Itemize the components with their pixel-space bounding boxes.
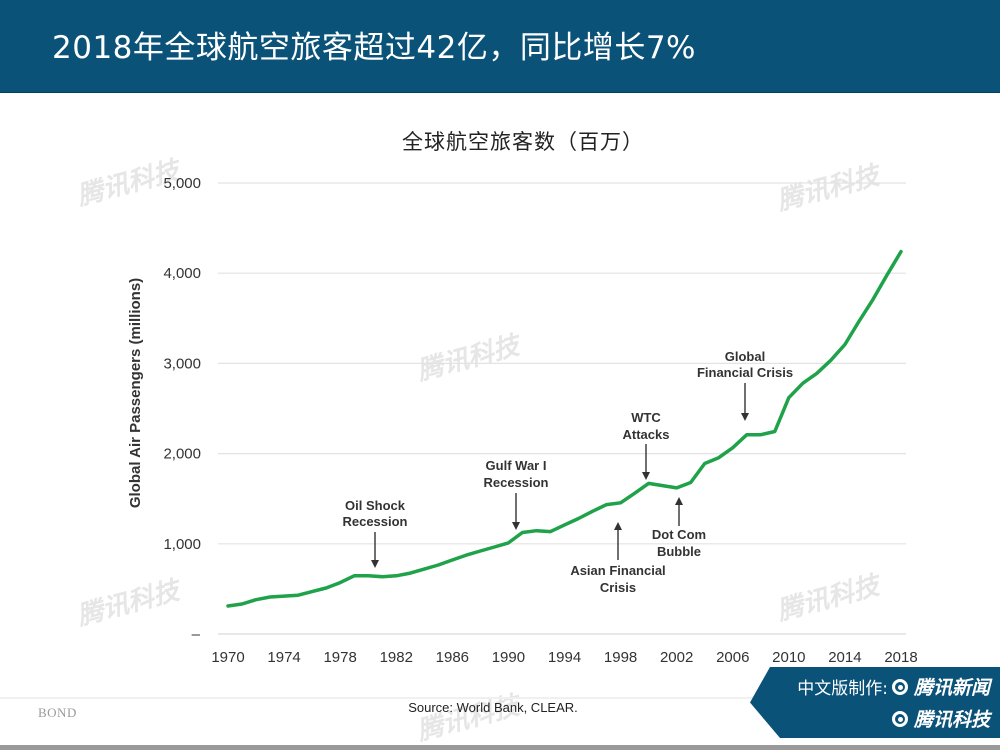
annotation-label: Bubble xyxy=(657,544,701,559)
gridlines xyxy=(218,182,906,635)
page-title: 2018年全球航空旅客超过42亿，同比增长7% xyxy=(52,30,697,66)
chart-title: 全球航空旅客数（百万） xyxy=(402,130,644,154)
annotation-label: Attacks xyxy=(623,427,670,442)
annotation-label: Global xyxy=(725,349,765,364)
source-note: Source: World Bank, CLEAR. xyxy=(408,700,578,715)
annotation-label: Asian Financial xyxy=(570,563,665,578)
x-tick-label: 2010 xyxy=(772,649,805,666)
annotation-label: WTC xyxy=(631,410,661,425)
credit-row-news: 中文版制作: 腾讯新闻 xyxy=(797,673,990,700)
footer-divider xyxy=(0,697,1000,699)
x-tick-label: 2014 xyxy=(828,649,861,666)
tencent-logo-icon xyxy=(891,710,908,727)
y-tick-label: 4,000 xyxy=(163,265,201,282)
brand-tencent-news: 腾讯新闻 xyxy=(913,677,990,699)
annotation-label: Crisis xyxy=(600,580,636,595)
annotation-label: Gulf War I xyxy=(486,458,547,473)
arrow-head-icon xyxy=(614,522,622,530)
watermark-text: 腾讯科技 xyxy=(773,159,886,216)
annotation-label: Dot Com xyxy=(652,527,706,542)
watermark-text: 腾讯科技 xyxy=(773,569,886,626)
annotation: Dot Com Bubble xyxy=(652,497,706,559)
arrow-head-icon xyxy=(675,497,683,505)
watermark-text: 腾讯科技 xyxy=(413,329,526,386)
bottom-border xyxy=(0,745,1000,750)
x-tick-label: 1998 xyxy=(604,649,637,666)
annotation-label: Recession xyxy=(342,514,407,529)
annotation: Asian Financial Crisis xyxy=(570,522,666,595)
x-tick-label: 2002 xyxy=(660,649,693,666)
x-tick-label: 1994 xyxy=(548,649,581,666)
x-tick-label: 1990 xyxy=(492,649,525,666)
annotation-label: Oil Shock xyxy=(345,498,406,513)
brand-tencent-tech: 腾讯科技 xyxy=(913,709,990,731)
x-tick-label: 1974 xyxy=(267,649,300,666)
passenger-line-series xyxy=(226,249,903,608)
annotation-label: Financial Crisis xyxy=(697,365,793,380)
x-tick-label: 1970 xyxy=(211,649,244,666)
x-tick-label: 2006 xyxy=(716,649,749,666)
arrow-head-icon xyxy=(512,522,520,530)
y-tick-label: 2,000 xyxy=(163,446,201,463)
tencent-logo-icon xyxy=(891,678,908,695)
annotation: Gulf War I Recession xyxy=(483,458,549,530)
watermark-text: 腾讯科技 xyxy=(73,574,186,631)
x-tick-label: 2018 xyxy=(884,649,917,666)
x-tick-label: 1978 xyxy=(323,649,356,666)
y-tick-label: 5,000 xyxy=(163,175,201,192)
y-axis-ticks: 5,000 4,000 3,000 2,000 1,000 – xyxy=(163,175,201,643)
arrow-head-icon xyxy=(642,472,650,480)
x-tick-label: 1982 xyxy=(380,649,413,666)
annotation-label: Recession xyxy=(483,475,548,490)
annotation: WTC Attacks xyxy=(623,410,670,480)
credit-prefix: 中文版制作: xyxy=(797,679,888,699)
y-tick-label: 3,000 xyxy=(163,355,201,372)
arrow-head-icon xyxy=(741,413,749,421)
credit-badge: 中文版制作: 腾讯新闻 腾讯科技 xyxy=(750,667,1000,738)
y-axis-label: Global Air Passengers (millions) xyxy=(127,278,144,508)
y-tick-label: 1,000 xyxy=(163,536,201,553)
y-tick-label: – xyxy=(192,626,201,643)
header-bar: 2018年全球航空旅客超过42亿，同比增长7% xyxy=(0,0,1000,93)
x-axis-ticks: 1970 1974 1978 1982 1986 1990 1994 1998 2002 2006… xyxy=(211,649,917,666)
bond-logo: BOND xyxy=(38,705,77,720)
x-tick-label: 1986 xyxy=(436,649,469,666)
arrow-head-icon xyxy=(371,560,379,568)
credit-row-tech: 腾讯科技 xyxy=(891,705,990,732)
